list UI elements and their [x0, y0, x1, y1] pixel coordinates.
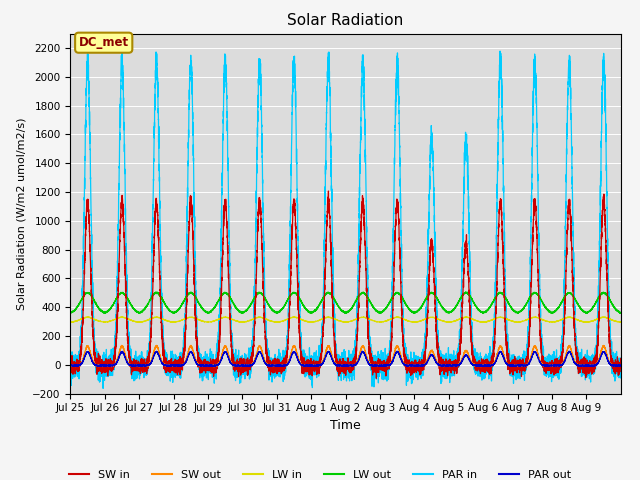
- Text: DC_met: DC_met: [79, 36, 129, 49]
- Y-axis label: Solar Radiation (W/m2 umol/m2/s): Solar Radiation (W/m2 umol/m2/s): [17, 117, 27, 310]
- X-axis label: Time: Time: [330, 419, 361, 432]
- Title: Solar Radiation: Solar Radiation: [287, 13, 404, 28]
- Legend: SW in, SW out, LW in, LW out, PAR in, PAR out: SW in, SW out, LW in, LW out, PAR in, PA…: [65, 465, 575, 480]
